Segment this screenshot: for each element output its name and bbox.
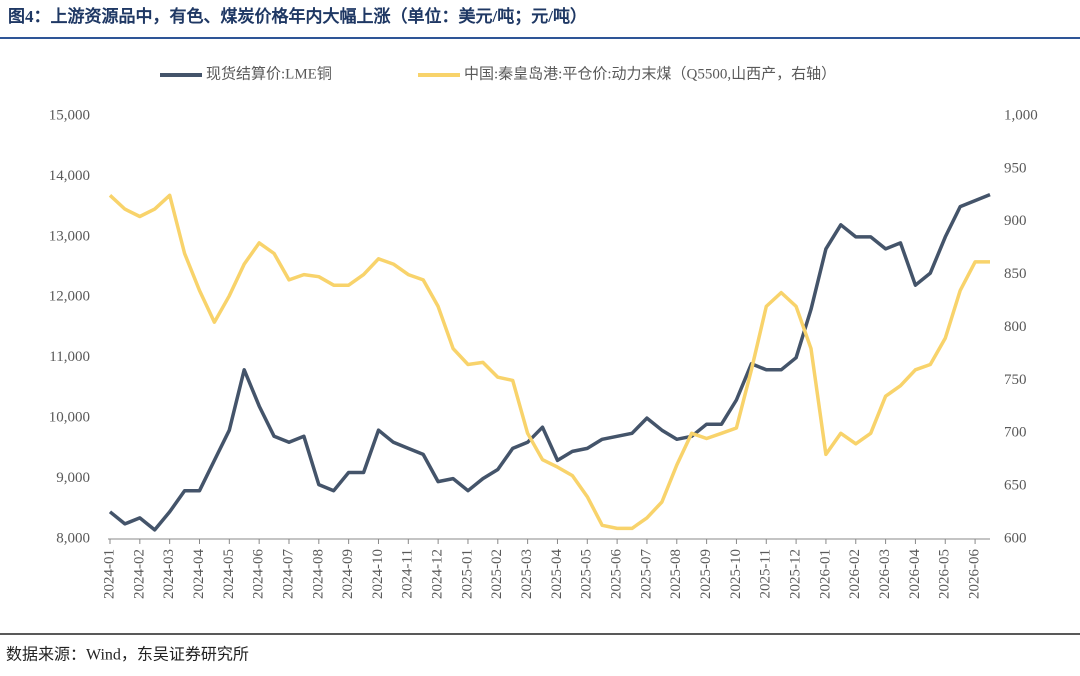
x-tick-label: 2025-06 [609, 549, 625, 599]
x-tick-label: 2025-08 [668, 549, 684, 599]
y2-tick-label: 650 [1004, 478, 1027, 494]
y2-tick-label: 750 [1004, 372, 1027, 388]
x-tick-label: 2024-01 [101, 549, 117, 599]
x-tick-label: 2025-04 [549, 549, 565, 599]
source-note: 数据来源：Wind，东吴证券研究所 [6, 646, 249, 664]
x-tick-label: 2026-04 [907, 549, 923, 599]
x-tick-label: 2024-04 [191, 549, 207, 599]
x-tick-label: 2024-08 [310, 549, 326, 599]
y2-tick-label: 1,000 [1004, 107, 1038, 123]
x-tick-label: 2025-01 [459, 549, 475, 599]
x-tick-label: 2024-05 [221, 549, 237, 599]
x-tick-label: 2024-12 [430, 549, 446, 599]
x-tick-label: 2025-11 [758, 549, 774, 598]
x-tick-label: 2025-10 [728, 549, 744, 599]
legend-label: 现货结算价:LME铜 [206, 64, 332, 82]
x-tick-label: 2024-03 [161, 549, 177, 599]
x-tick-label: 2025-07 [638, 549, 654, 599]
x-tick-label: 2026-02 [847, 549, 863, 599]
y-tick-label: 14,000 [49, 168, 90, 184]
x-tick-label: 2025-02 [489, 549, 505, 599]
series-line [108, 192, 991, 532]
y2-tick-label: 850 [1004, 266, 1027, 282]
x-tick-label: 2025-05 [579, 549, 595, 599]
x-tick-label: 2024-06 [251, 549, 267, 599]
y-tick-label: 13,000 [49, 228, 90, 244]
x-tick-label: 2025-12 [788, 549, 804, 599]
y2-tick-label: 600 [1004, 530, 1027, 546]
x-tick-label: 2025-09 [698, 549, 714, 599]
legend-label: 中国:秦皇岛港:平仓价:动力末煤（Q5500,山西产，右轴） [464, 65, 836, 82]
x-tick-label: 2026-05 [937, 549, 953, 599]
x-tick-label: 2026-03 [877, 549, 893, 599]
x-tick-label: 2024-07 [280, 549, 296, 599]
y-tick-label: 11,000 [49, 349, 90, 365]
x-tick-label: 2024-09 [340, 549, 356, 599]
y-tick-label: 8,000 [56, 530, 90, 546]
y-tick-label: 10,000 [49, 410, 90, 426]
y2-tick-label: 700 [1004, 425, 1027, 441]
y2-tick-label: 800 [1004, 319, 1027, 335]
x-tick-label: 2024-10 [370, 549, 386, 599]
y-tick-label: 9,000 [56, 470, 90, 486]
x-tick-label: 2026-06 [967, 549, 983, 599]
x-tick-label: 2024-02 [131, 549, 147, 599]
y2-tick-label: 950 [1004, 160, 1027, 176]
chart-title: 图4：上游资源品中，有色、煤炭价格年内大幅上涨（单位：美元/吨；元/吨） [8, 6, 587, 26]
x-tick-label: 2025-03 [519, 549, 535, 599]
series-line [108, 193, 990, 531]
y-tick-label: 15,000 [49, 107, 90, 123]
x-tick-label: 2024-11 [400, 549, 416, 598]
y-tick-label: 12,000 [49, 289, 90, 305]
x-tick-label: 2026-01 [817, 549, 833, 599]
y2-tick-label: 900 [1004, 213, 1027, 229]
